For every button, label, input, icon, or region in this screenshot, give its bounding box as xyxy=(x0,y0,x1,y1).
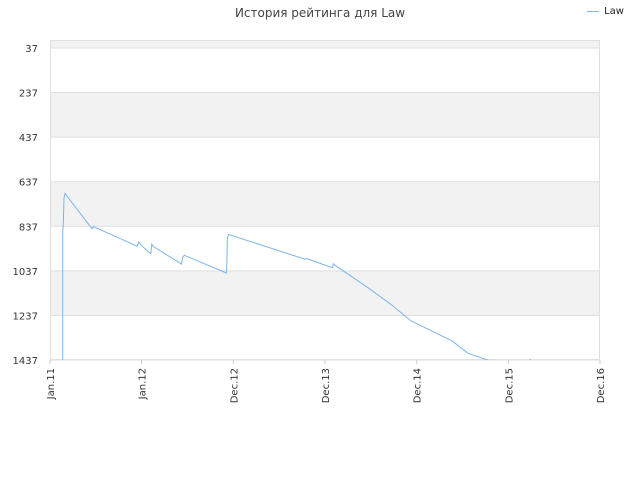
plot-band-top xyxy=(50,40,600,48)
x-tick-label: Jan.12 xyxy=(138,368,149,400)
x-tick-label: Dec.15 xyxy=(504,368,515,403)
y-tick-label: 437 xyxy=(19,133,38,144)
x-tick-label: Dec.13 xyxy=(321,368,332,403)
legend-label: Law xyxy=(604,6,624,17)
legend[interactable]: Law xyxy=(587,6,624,17)
y-tick-label: 637 xyxy=(19,178,38,189)
series-line-law xyxy=(62,192,531,360)
y-tick-label: 837 xyxy=(19,222,38,233)
x-tick-label: Dec.14 xyxy=(413,368,424,403)
plot-border xyxy=(50,40,600,360)
plot-band xyxy=(50,92,600,138)
y-tick-label: 1037 xyxy=(13,267,38,278)
x-tick-label: Jan.11 xyxy=(46,368,57,400)
y-tick-label: 237 xyxy=(19,89,38,100)
y-tick-label: 1237 xyxy=(13,311,38,322)
x-tick-label: Dec.12 xyxy=(229,368,240,403)
legend-line-icon xyxy=(587,11,600,12)
chart-title: История рейтинга для Law xyxy=(234,6,406,20)
y-tick-label: 37 xyxy=(25,44,38,55)
y-tick-label: 1437 xyxy=(13,356,38,367)
plot-band xyxy=(50,181,600,227)
x-tick-label: Dec.16 xyxy=(596,368,607,403)
plot-band xyxy=(50,270,600,316)
